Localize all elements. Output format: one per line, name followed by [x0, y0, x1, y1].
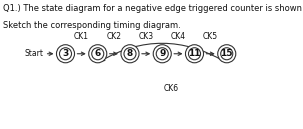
Circle shape: [218, 45, 236, 63]
Text: 9: 9: [159, 49, 165, 58]
Text: CK6: CK6: [163, 84, 178, 93]
Text: 3: 3: [62, 49, 68, 58]
Text: 8: 8: [127, 49, 133, 58]
Text: CK4: CK4: [171, 32, 186, 41]
Circle shape: [153, 45, 171, 63]
Text: 11: 11: [188, 49, 201, 58]
Text: 15: 15: [221, 49, 233, 58]
Text: Q1.) The state diagram for a negative edge triggered counter is shown below.: Q1.) The state diagram for a negative ed…: [3, 4, 303, 13]
Text: 6: 6: [95, 49, 101, 58]
Circle shape: [185, 45, 204, 63]
Text: CK3: CK3: [138, 32, 154, 41]
Text: CK1: CK1: [74, 32, 89, 41]
Circle shape: [89, 45, 107, 63]
Text: CK5: CK5: [203, 32, 218, 41]
Circle shape: [56, 45, 75, 63]
Text: Start: Start: [25, 49, 44, 58]
Text: Sketch the corresponding timing diagram.: Sketch the corresponding timing diagram.: [3, 21, 181, 30]
Text: CK2: CK2: [106, 32, 122, 41]
Circle shape: [121, 45, 139, 63]
